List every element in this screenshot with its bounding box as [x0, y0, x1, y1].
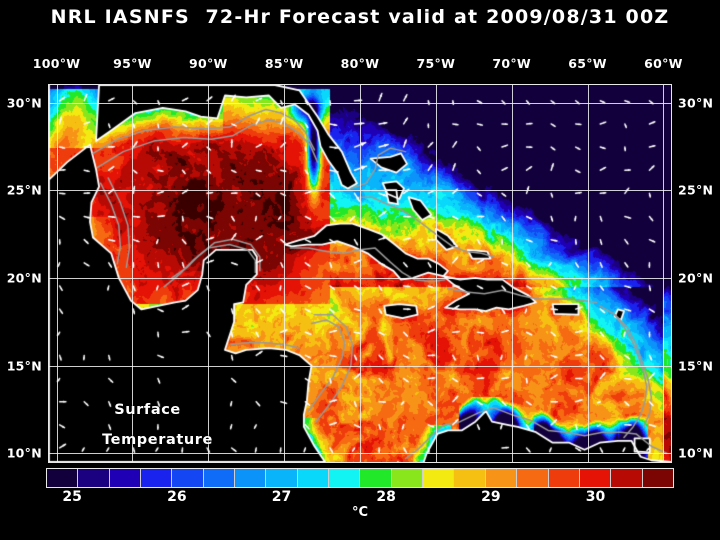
gridline-vertical	[284, 85, 285, 462]
lat-tick-15N: 15°N	[7, 358, 42, 373]
lat-tick-30N: 30°N	[678, 95, 713, 110]
lon-tick-100W: 100°W	[33, 56, 81, 71]
field-label-line2: Temperature	[102, 432, 213, 448]
lon-tick-70W: 70°W	[492, 56, 531, 71]
colorbar-cell-2	[110, 469, 141, 487]
lat-tick-25N: 25°N	[7, 183, 42, 198]
gridline-vertical	[57, 85, 58, 462]
lat-tick-10N: 10°N	[678, 446, 713, 461]
gridline-vertical	[512, 85, 513, 462]
colorbar-cell-3	[141, 469, 172, 487]
lon-tick-75W: 75°W	[417, 56, 456, 71]
colorbar-cell-12	[423, 469, 454, 487]
lat-tick-25N: 25°N	[678, 183, 713, 198]
gridline-vertical	[436, 85, 437, 462]
gridline-horizontal	[49, 453, 671, 454]
lat-tick-10N: 10°N	[7, 446, 42, 461]
colorbar-tick-27: 27	[272, 489, 291, 505]
colorbar-cell-0	[47, 469, 78, 487]
lon-tick-65W: 65°W	[568, 56, 607, 71]
lon-tick-90W: 90°W	[189, 56, 228, 71]
colorbar-cell-5	[204, 469, 235, 487]
colorbar-tick-26: 26	[167, 489, 186, 505]
colorbar-cell-10	[360, 469, 391, 487]
colorbar-cell-13	[454, 469, 485, 487]
latitude-axis-right: 30°N 25°N 20°N 15°N 10°N	[674, 84, 720, 463]
colorbar-cell-1	[78, 469, 109, 487]
colorbar-unit-label: °C	[0, 505, 720, 520]
field-label-line1: Surface	[114, 402, 181, 418]
colorbar[interactable]	[46, 468, 674, 488]
lon-tick-95W: 95°W	[113, 56, 152, 71]
gridline-vertical	[208, 85, 209, 462]
colorbar-cell-6	[235, 469, 266, 487]
longitude-axis: 100°W 95°W 90°W 85°W 80°W 75°W 70°W 65°W 60°W	[0, 56, 720, 72]
lon-tick-85W: 85°W	[265, 56, 304, 71]
gridline-horizontal	[49, 366, 671, 367]
colorbar-cell-14	[486, 469, 517, 487]
lat-tick-30N: 30°N	[7, 95, 42, 110]
gridline-vertical	[360, 85, 361, 462]
gridline-vertical	[663, 85, 664, 462]
colorbar-tick-30: 30	[586, 489, 605, 505]
colorbar-cell-15	[517, 469, 548, 487]
colorbar-tick-28: 28	[376, 489, 395, 505]
gridline-vertical	[588, 85, 589, 462]
colorbar-tick-25: 25	[62, 489, 81, 505]
lat-tick-20N: 20°N	[678, 270, 713, 285]
forecast-map-figure: NRL IASNFS 72-Hr Forecast valid at 2009/…	[0, 0, 720, 540]
map-panel[interactable]: Surface Temperature	[48, 84, 672, 463]
colorbar-cell-17	[580, 469, 611, 487]
gridline-horizontal	[49, 190, 671, 191]
colorbar-cell-18	[611, 469, 642, 487]
colorbar-cell-16	[549, 469, 580, 487]
latitude-axis-left: 30°N 25°N 20°N 15°N 10°N	[0, 84, 46, 463]
page-title: NRL IASNFS 72-Hr Forecast valid at 2009/…	[0, 6, 720, 28]
lon-tick-80W: 80°W	[341, 56, 380, 71]
gridline-horizontal	[49, 278, 671, 279]
colorbar-cell-11	[392, 469, 423, 487]
colorbar-cell-9	[329, 469, 360, 487]
lat-tick-20N: 20°N	[7, 270, 42, 285]
colorbar-tick-29: 29	[481, 489, 500, 505]
colorbar-cell-7	[266, 469, 297, 487]
colorbar-cell-4	[172, 469, 203, 487]
colorbar-cell-8	[298, 469, 329, 487]
lon-tick-60W: 60°W	[644, 56, 683, 71]
lat-tick-15N: 15°N	[678, 358, 713, 373]
gridline-horizontal	[49, 103, 671, 104]
colorbar-cell-19	[643, 469, 673, 487]
